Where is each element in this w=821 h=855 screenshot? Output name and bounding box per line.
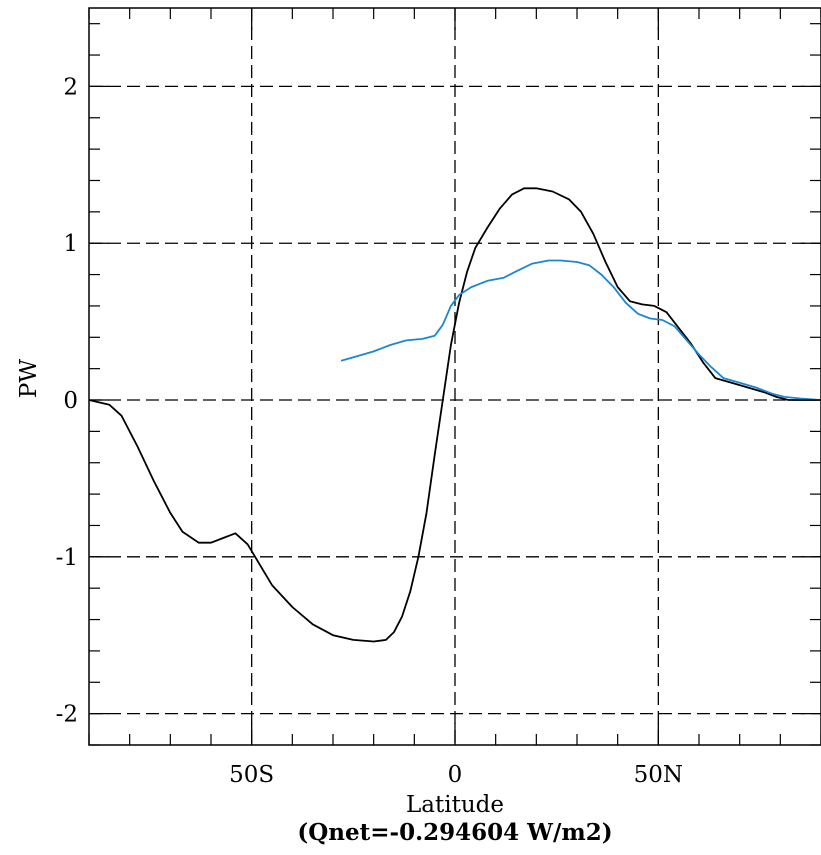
series-lines (88, 187, 821, 643)
y-axis-label: PW (16, 359, 42, 398)
y-tick-labels: -2 -1 0 1 2 (56, 74, 78, 727)
x-tick-label: 50N (634, 762, 683, 788)
y-tick-label: 2 (63, 74, 78, 100)
qnet-subtitle: (Qnet=-0.294604 W/m2) (297, 819, 612, 846)
y-tick-label: 1 (63, 231, 78, 257)
x-tick-labels: 50S 0 50N (229, 762, 683, 788)
x-tick-label: 0 (448, 762, 463, 788)
y-tick-label: -1 (56, 545, 78, 571)
series-line-1 (88, 187, 821, 643)
series-line-2 (340, 259, 821, 401)
grid-lines (89, 8, 821, 745)
x-axis-label: Latitude (406, 792, 504, 818)
y-tick-label: 0 (63, 388, 78, 414)
x-tick-label: 50S (229, 762, 274, 788)
y-tick-label: -2 (56, 702, 78, 728)
major-ticks (89, 8, 821, 745)
